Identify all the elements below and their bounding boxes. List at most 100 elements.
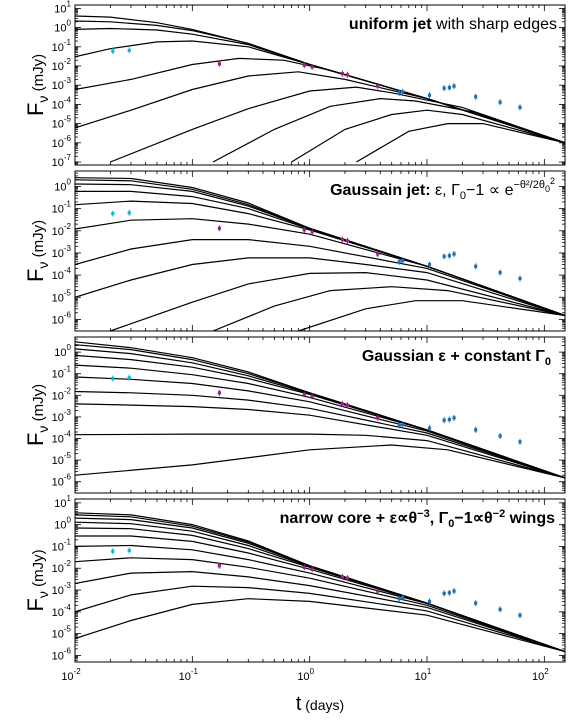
y-tick-exp: 1	[67, 0, 72, 8]
y-tick-label: 10-6	[52, 310, 72, 326]
y-tick-base: 10	[52, 455, 64, 467]
y-tick-label: 10-5	[52, 625, 72, 641]
y-tick-exp: 1	[67, 494, 72, 503]
y-tick-exp: -3	[64, 244, 72, 253]
y-tick-base: 10	[52, 61, 64, 73]
panel-title-rest: with sharp edges	[432, 16, 557, 33]
y-tick-label: 10-2	[52, 57, 72, 73]
data-point	[474, 95, 478, 99]
panel-title-sub: 0	[448, 518, 454, 530]
model-curve-9	[75, 570, 565, 653]
data-point	[452, 416, 456, 420]
data-point	[452, 252, 456, 256]
y-label-sub: ν	[35, 591, 51, 598]
panel-title-bold2: , Γ	[430, 510, 449, 527]
x-label-unit: (days)	[301, 697, 344, 713]
y-tick-base: 10	[52, 292, 64, 304]
data-point	[310, 394, 314, 398]
model-curve-9	[291, 109, 565, 163]
data-point	[474, 601, 478, 605]
data-point	[127, 48, 131, 52]
y-tick-base: 10	[52, 138, 64, 150]
data-point	[518, 440, 522, 444]
data-point	[111, 376, 115, 381]
y-label-unit: (mJy)	[30, 384, 47, 426]
y-tick-base: 10	[52, 226, 64, 238]
x-tick-label: 101	[415, 667, 432, 683]
y-tick-label: 10-3	[52, 76, 72, 92]
data-point	[401, 90, 405, 94]
data-point	[127, 548, 131, 553]
data-point	[302, 63, 306, 67]
x-tick-label: 100	[297, 667, 314, 683]
y-tick-label: 10-2	[52, 222, 72, 238]
panel-title: Gaussian ε + constant Γ0	[362, 348, 551, 368]
plot-frame	[74, 498, 566, 663]
curves	[75, 341, 565, 479]
y-tick-base: 10	[52, 412, 64, 424]
model-curve-6	[75, 71, 565, 144]
y-tick-exp: -6	[64, 310, 72, 319]
data-point	[447, 86, 451, 90]
x-axis-label: t (days)	[296, 693, 344, 715]
panel-title: uniform jet with sharp edges	[349, 16, 557, 33]
panel-title-sub: 0	[460, 190, 466, 202]
y-tick-exp: 0	[67, 343, 72, 352]
y-label-f: F	[23, 269, 48, 282]
y-tick-base: 10	[52, 248, 64, 260]
y-tick-exp: -1	[64, 365, 72, 374]
data-point	[217, 62, 221, 66]
data-point	[427, 93, 432, 97]
curves	[75, 512, 565, 653]
model-curve-4	[75, 40, 565, 144]
panel-title-bold3: −1∝θ	[454, 510, 492, 527]
y-tick-label: 100	[54, 516, 71, 532]
panel-title-sup: −θ²/2θ	[513, 179, 545, 191]
y-tick-exp: -5	[64, 115, 72, 124]
model-curve-5	[75, 57, 565, 144]
x-tick-exp: 0	[310, 667, 315, 676]
y-tick-label: 10-3	[52, 408, 72, 424]
model-curve-8	[212, 97, 565, 163]
x-tick-label: 10-2	[61, 667, 81, 683]
y-axis-label: Fν (mJy)	[23, 54, 51, 116]
y-tick-base: 10	[52, 563, 64, 575]
data-point	[447, 254, 451, 258]
model-curve-6	[75, 535, 565, 653]
y-label-sub: ν	[35, 96, 51, 103]
y-tick-label: 10-4	[52, 430, 72, 446]
data-point	[401, 259, 405, 263]
data-point	[376, 84, 380, 88]
y-tick-base: 10	[52, 629, 64, 641]
data-point	[397, 597, 401, 601]
y-axis-label: Fν (mJy)	[23, 384, 51, 446]
y-tick-label: 101	[54, 494, 71, 510]
panel-title-supsup: 2	[550, 176, 555, 186]
observations	[111, 209, 522, 282]
x-tick-exp: -2	[74, 667, 82, 676]
y-tick-base: 10	[54, 498, 66, 510]
data-point	[498, 607, 502, 611]
y-tick-label: 10-1	[52, 537, 72, 553]
y-tick-exp: -2	[64, 57, 72, 66]
data-point	[340, 575, 344, 579]
model-curve-2	[75, 20, 565, 144]
model-curve-5	[75, 200, 565, 317]
data-point	[518, 613, 522, 617]
y-tick-label: 100	[54, 177, 71, 193]
x-tick-exp: 1	[427, 667, 432, 676]
y-tick-exp: -1	[64, 537, 72, 546]
y-label-unit: (mJy)	[30, 549, 47, 591]
data-point	[340, 238, 344, 242]
panel-title-rest: ε, Γ	[431, 182, 460, 199]
y-tick-exp: -3	[64, 76, 72, 85]
data-point	[345, 239, 350, 243]
data-point	[442, 254, 446, 258]
data-point	[302, 565, 306, 569]
panel-title: Gaussain jet: ε, Γ0−1 ∝ e−θ²/2θ02	[330, 176, 555, 202]
y-tick-label: 10-1	[52, 200, 72, 216]
plot-frame	[74, 170, 566, 332]
model-curve-6	[75, 218, 565, 317]
